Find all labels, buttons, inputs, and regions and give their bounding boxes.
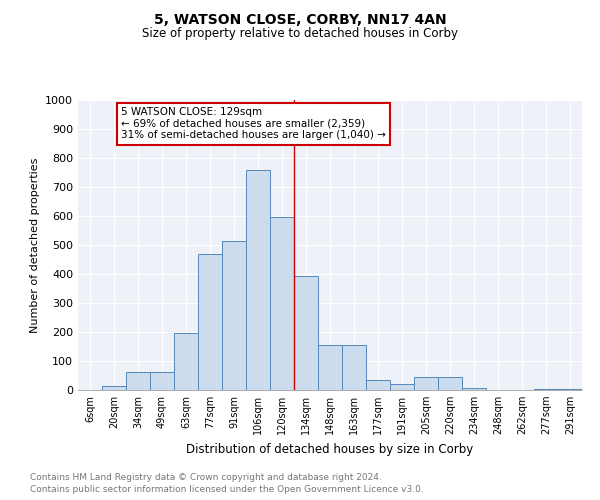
Bar: [366, 380, 390, 390]
Text: Contains public sector information licensed under the Open Government Licence v3: Contains public sector information licen…: [30, 485, 424, 494]
Bar: [126, 372, 150, 390]
Bar: [270, 217, 294, 390]
Bar: [534, 388, 558, 390]
Text: 5 WATSON CLOSE: 129sqm
← 69% of detached houses are smaller (2,359)
31% of semi-: 5 WATSON CLOSE: 129sqm ← 69% of detached…: [121, 108, 386, 140]
Bar: [102, 386, 126, 390]
Bar: [198, 254, 222, 390]
Bar: [150, 372, 174, 390]
Y-axis label: Number of detached properties: Number of detached properties: [29, 158, 40, 332]
Bar: [246, 170, 270, 390]
X-axis label: Distribution of detached houses by size in Corby: Distribution of detached houses by size …: [187, 442, 473, 456]
Bar: [174, 333, 198, 390]
Text: 5, WATSON CLOSE, CORBY, NN17 4AN: 5, WATSON CLOSE, CORBY, NN17 4AN: [154, 12, 446, 26]
Bar: [222, 240, 246, 390]
Text: Contains HM Land Registry data © Crown copyright and database right 2024.: Contains HM Land Registry data © Crown c…: [30, 472, 382, 482]
Bar: [462, 388, 486, 390]
Bar: [342, 345, 366, 390]
Bar: [438, 377, 462, 390]
Bar: [318, 345, 342, 390]
Bar: [294, 276, 318, 390]
Bar: [558, 388, 582, 390]
Bar: [414, 377, 438, 390]
Text: Size of property relative to detached houses in Corby: Size of property relative to detached ho…: [142, 28, 458, 40]
Bar: [390, 384, 414, 390]
